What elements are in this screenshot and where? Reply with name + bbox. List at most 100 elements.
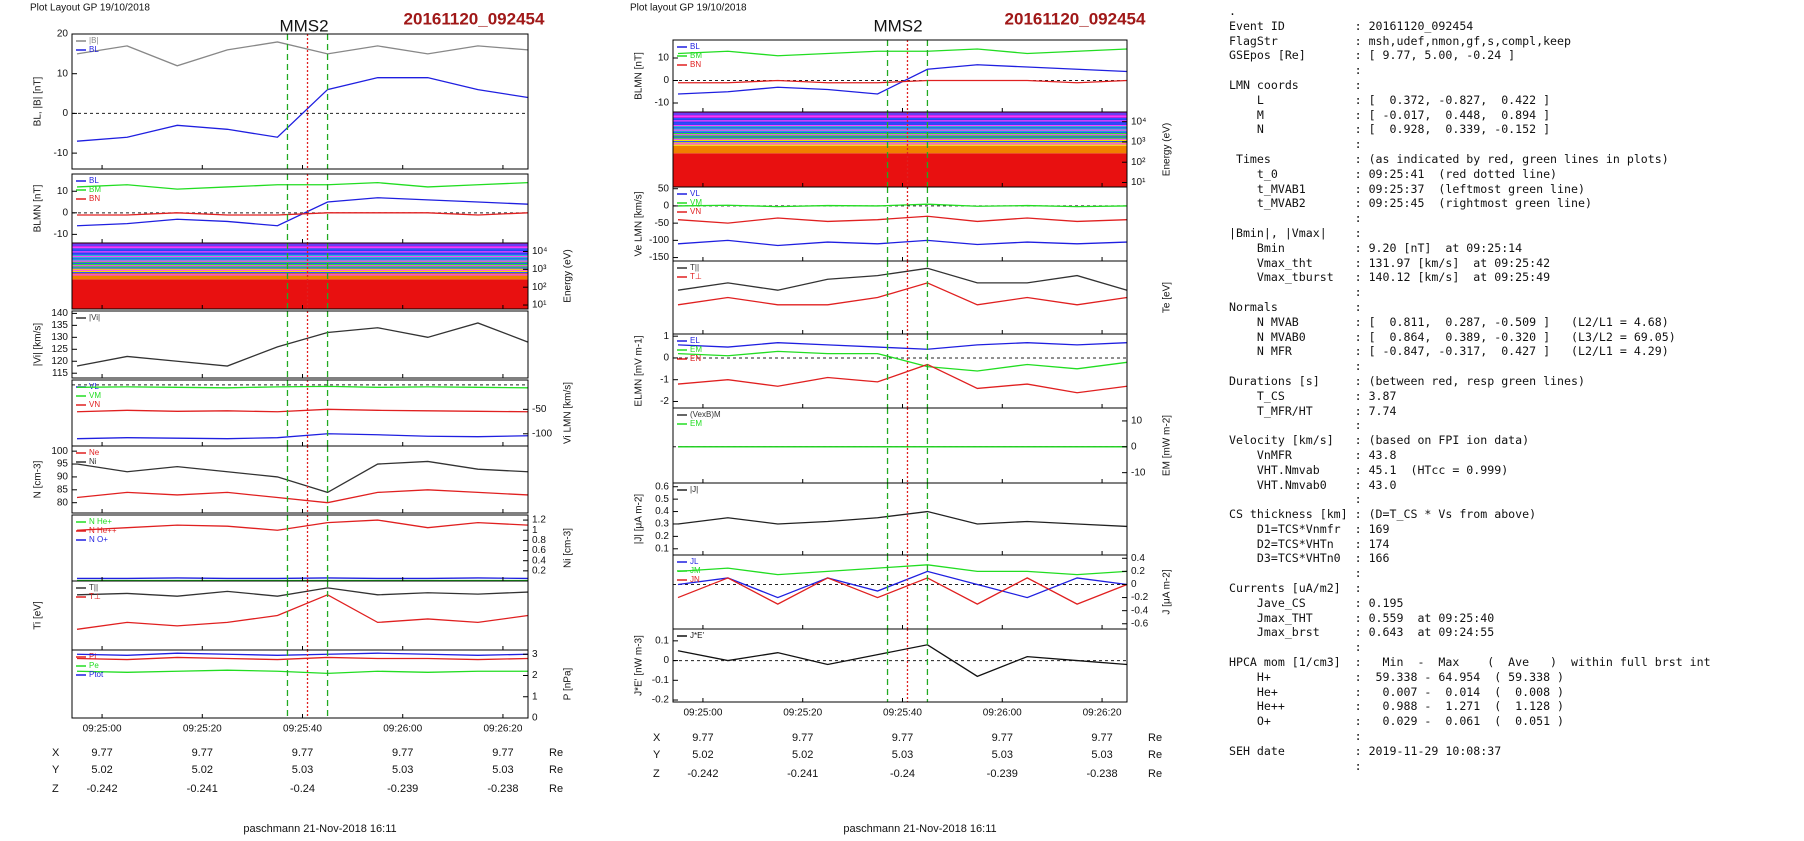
legend-label: N He++	[89, 526, 117, 535]
y-tick-label: 130	[51, 332, 68, 343]
info-line: H+ : 59.338 - 64.954 ( 59.338 )	[1222, 669, 1565, 684]
y-tick-label: 80	[57, 497, 69, 508]
series-line	[76, 322, 529, 367]
spacecraft: MMS2	[279, 16, 328, 35]
series-line	[677, 215, 1128, 224]
x-tick-label: 09:25:00	[83, 724, 122, 735]
y-axis-label: Te [eV]	[1162, 282, 1173, 313]
info-line: :	[1222, 492, 1362, 507]
series-line	[677, 510, 1128, 528]
ephemeris-label: Y	[653, 749, 661, 761]
legend-label: BN	[690, 60, 701, 69]
info-line: :	[1222, 285, 1362, 300]
event-id: 20161120_092454	[1005, 9, 1146, 28]
footer: paschmann 21-Nov-2018 16:11	[243, 823, 396, 835]
legend-label: VM	[89, 391, 101, 400]
y-tick-label: 10¹	[1131, 177, 1146, 188]
legend-label: BL	[89, 176, 99, 185]
y-tick-label: 0	[663, 353, 669, 364]
info-line: Durations [s] : (between red, resp green…	[1222, 373, 1585, 388]
info-line: CS thickness [km] : (D=T_CS * Vs from ab…	[1222, 507, 1537, 522]
spacecraft: MMS2	[873, 16, 922, 35]
info-line: :	[1222, 137, 1362, 152]
ephemeris-value: 5.03	[892, 749, 913, 761]
y-tick-label: -10	[54, 148, 69, 159]
y-tick-label: -0.6	[1131, 618, 1149, 629]
ephemeris-value: 9.77	[392, 747, 413, 759]
y-tick-label: -10	[54, 229, 69, 240]
spectrogram-band	[72, 254, 528, 261]
legend-label: BL	[89, 45, 99, 54]
info-line: SEH date : 2019-11-29 10:08:37	[1222, 743, 1502, 758]
ephemeris-label: Z	[653, 768, 660, 780]
y-tick-label: 10	[57, 68, 69, 79]
ephemeris-value: 9.77	[992, 732, 1013, 744]
ephemeris-value: 9.77	[1091, 732, 1112, 744]
ephemeris-value: 5.02	[792, 749, 813, 761]
spectrogram-band	[673, 132, 1127, 140]
ephemeris-value: 9.77	[192, 747, 213, 759]
spectrogram-band	[673, 112, 1127, 118]
y-tick-label: 3	[532, 649, 538, 660]
panel-frame	[71, 242, 529, 310]
y-tick-label: 0.6	[532, 545, 546, 556]
y-axis-label: BLMN [nT]	[33, 184, 44, 232]
y-tick-label: 125	[51, 344, 68, 355]
info-line: VHT.Nmvab : 45.1 (HTcc = 0.999)	[1222, 462, 1509, 477]
ephemeris-value: 9.77	[492, 747, 513, 759]
y-tick-label: 0	[62, 207, 68, 218]
legend-label: Ne	[89, 448, 100, 457]
y-tick-label: 10²	[532, 282, 547, 293]
info-line: N : [ 0.928, 0.339, -0.152 ]	[1222, 122, 1551, 137]
layout-label: Plot Layout GP 19/10/2018	[30, 3, 150, 14]
series-line	[76, 587, 529, 597]
y-tick-label: 0.2	[655, 531, 669, 542]
y-tick-label: 1	[532, 525, 538, 536]
event-id: 20161120_092454	[404, 9, 545, 28]
info-line: Jmax_brst : 0.643 at 09:24:55	[1222, 625, 1495, 640]
series-line	[677, 79, 1128, 84]
ephemeris-value: 5.02	[692, 749, 713, 761]
info-line: HPCA mom [1/cm3] : Min - Max ( Ave ) wit…	[1222, 655, 1711, 670]
ephemeris-label: Z	[52, 783, 59, 795]
x-tick-label: 09:26:00	[983, 708, 1022, 719]
y-tick-label: 10²	[1131, 157, 1146, 168]
y-axis-label: Ti [eV]	[33, 601, 44, 630]
footer: paschmann 21-Nov-2018 16:11	[843, 823, 996, 835]
ephemeris-value: -0.238	[1086, 768, 1117, 780]
legend-label: BN	[89, 194, 100, 203]
y-tick-label: 0.3	[655, 519, 669, 530]
info-line: Currents [uA/m2] :	[1222, 581, 1362, 596]
info-line: Normals :	[1222, 299, 1362, 314]
ephemeris-label: X	[52, 747, 60, 759]
x-tick-label: 09:26:00	[383, 724, 422, 735]
legend-label: J*E'	[690, 631, 704, 640]
y-tick-label: 0	[663, 201, 669, 212]
y-axis-label: ELMN [mV m-1]	[634, 335, 645, 406]
info-line: Vmax_tht : 131.97 [km/s] at 09:25:42	[1222, 255, 1551, 270]
series-line	[77, 212, 529, 216]
info-line: N MFR : [ -0.847, -0.317, 0.427 ] (L2/L1…	[1222, 344, 1669, 359]
series-line	[77, 385, 529, 389]
spectrogram-band	[673, 125, 1127, 133]
y-tick-label: -50	[655, 218, 670, 229]
y-tick-label: 135	[51, 320, 68, 331]
info-line: :	[1222, 729, 1362, 744]
ephemeris-value: -0.242	[86, 783, 117, 795]
ephemeris-unit: Re	[549, 747, 563, 759]
y-axis-label: Energy (eV)	[1162, 123, 1173, 176]
ephemeris-value: 5.02	[192, 764, 213, 776]
plots: Plot Layout GP 19/10/2018 MMS2 20161120_09…	[30, 3, 1173, 835]
y-tick-label: -10	[655, 98, 670, 109]
info-line: Jmax_THT : 0.559 at 09:25:40	[1222, 610, 1495, 625]
y-tick-label: 1	[532, 691, 538, 702]
series-line	[677, 350, 1128, 372]
legend-label: T⊥	[690, 272, 702, 281]
ephemeris-value: -0.239	[387, 783, 418, 795]
y-axis-label: P [nPa]	[563, 667, 574, 700]
x-tick-label: 09:26:20	[483, 724, 522, 735]
y-tick-label: 115	[52, 368, 68, 379]
legend-label: BM	[89, 185, 101, 194]
series-line	[76, 489, 529, 504]
ephemeris-value: 9.77	[91, 747, 112, 759]
